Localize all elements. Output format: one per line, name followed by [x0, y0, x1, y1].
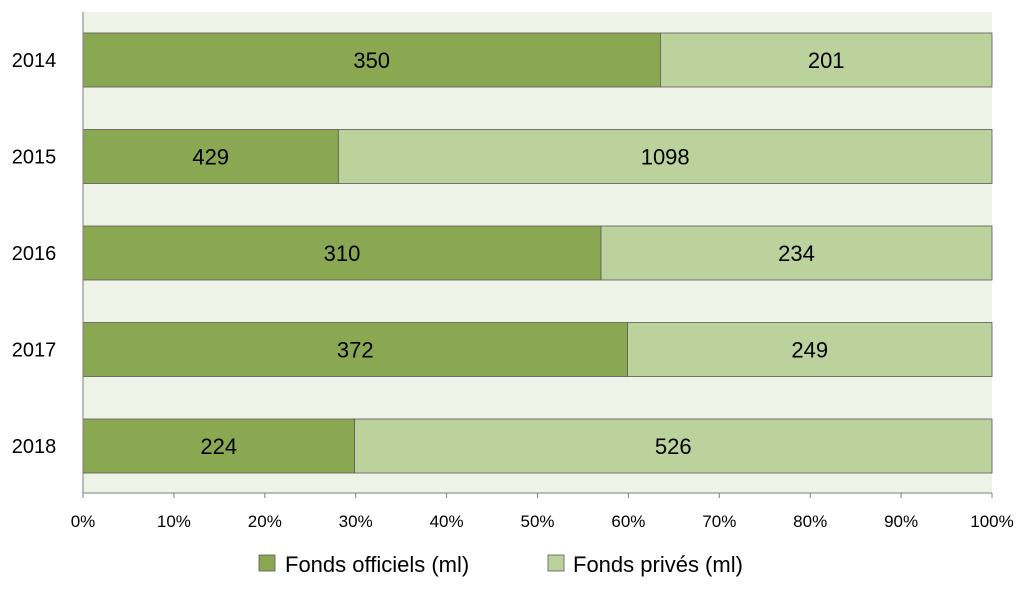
- data-label-fonds-officiels-2015: 429: [192, 145, 229, 170]
- x-tick-label: 0%: [71, 512, 96, 531]
- legend-label-fonds-officiels: Fonds officiels (ml): [285, 552, 469, 577]
- category-label-2015: 2015: [12, 147, 57, 169]
- category-label-2018: 2018: [12, 436, 57, 458]
- x-tick-label: 30%: [339, 512, 373, 531]
- bar-fonds-officiels-2018: [82, 418, 355, 474]
- category-label-2017: 2017: [12, 340, 57, 362]
- x-tick-label: 90%: [884, 512, 918, 531]
- bar-fonds-officiels-2016: [82, 225, 602, 281]
- bar-fonds-prives-2015: [337, 129, 993, 184]
- data-label-fonds-prives-2014: 201: [808, 48, 845, 73]
- bar-fonds-prives-2014: [660, 32, 993, 88]
- category-label-2014: 2014: [12, 50, 57, 72]
- bar-fonds-officiels-2014: [82, 32, 661, 88]
- x-axis: 0% 10% 20% 30% 40% 50% 60% 70% 80% 90% 100%: [71, 12, 1014, 531]
- legend-swatch-fonds-prives: [547, 554, 565, 572]
- data-label-fonds-officiels-2017: 372: [337, 338, 374, 363]
- x-tick-label: 10%: [157, 512, 191, 531]
- bar-fonds-prives-2017: [627, 322, 993, 377]
- category-label-2016: 2016: [12, 243, 57, 265]
- x-tick-label: 50%: [520, 512, 554, 531]
- data-label-fonds-prives-2017: 249: [791, 338, 828, 363]
- x-tick-label: 60%: [611, 512, 645, 531]
- bar-fonds-prives-2016: [600, 225, 993, 281]
- data-label-fonds-prives-2015: 1098: [641, 145, 690, 170]
- bar-fonds-prives-2018: [354, 418, 993, 474]
- legend: Fonds officiels (ml) Fonds privés (ml): [258, 552, 743, 577]
- data-label-fonds-officiels-2016: 310: [324, 241, 361, 266]
- bars-group: 350 201 429 1098 310 234 372 249 224 526: [82, 32, 993, 474]
- x-tick-label: 100%: [970, 512, 1013, 531]
- data-label-fonds-prives-2016: 234: [778, 241, 815, 266]
- data-label-fonds-officiels-2014: 350: [353, 48, 390, 73]
- category-labels: 2014 2015 2016 2017 2018: [12, 50, 57, 458]
- bar-fonds-officiels-2015: [82, 129, 339, 184]
- legend-swatch-fonds-officiels: [258, 554, 276, 572]
- legend-label-fonds-prives: Fonds privés (ml): [573, 552, 743, 577]
- data-label-fonds-prives-2018: 526: [655, 434, 692, 459]
- x-tick-label: 80%: [793, 512, 827, 531]
- x-tick-label: 40%: [430, 512, 464, 531]
- x-tick-label: 70%: [702, 512, 736, 531]
- data-label-fonds-officiels-2018: 224: [200, 434, 237, 459]
- x-tick-label: 20%: [248, 512, 282, 531]
